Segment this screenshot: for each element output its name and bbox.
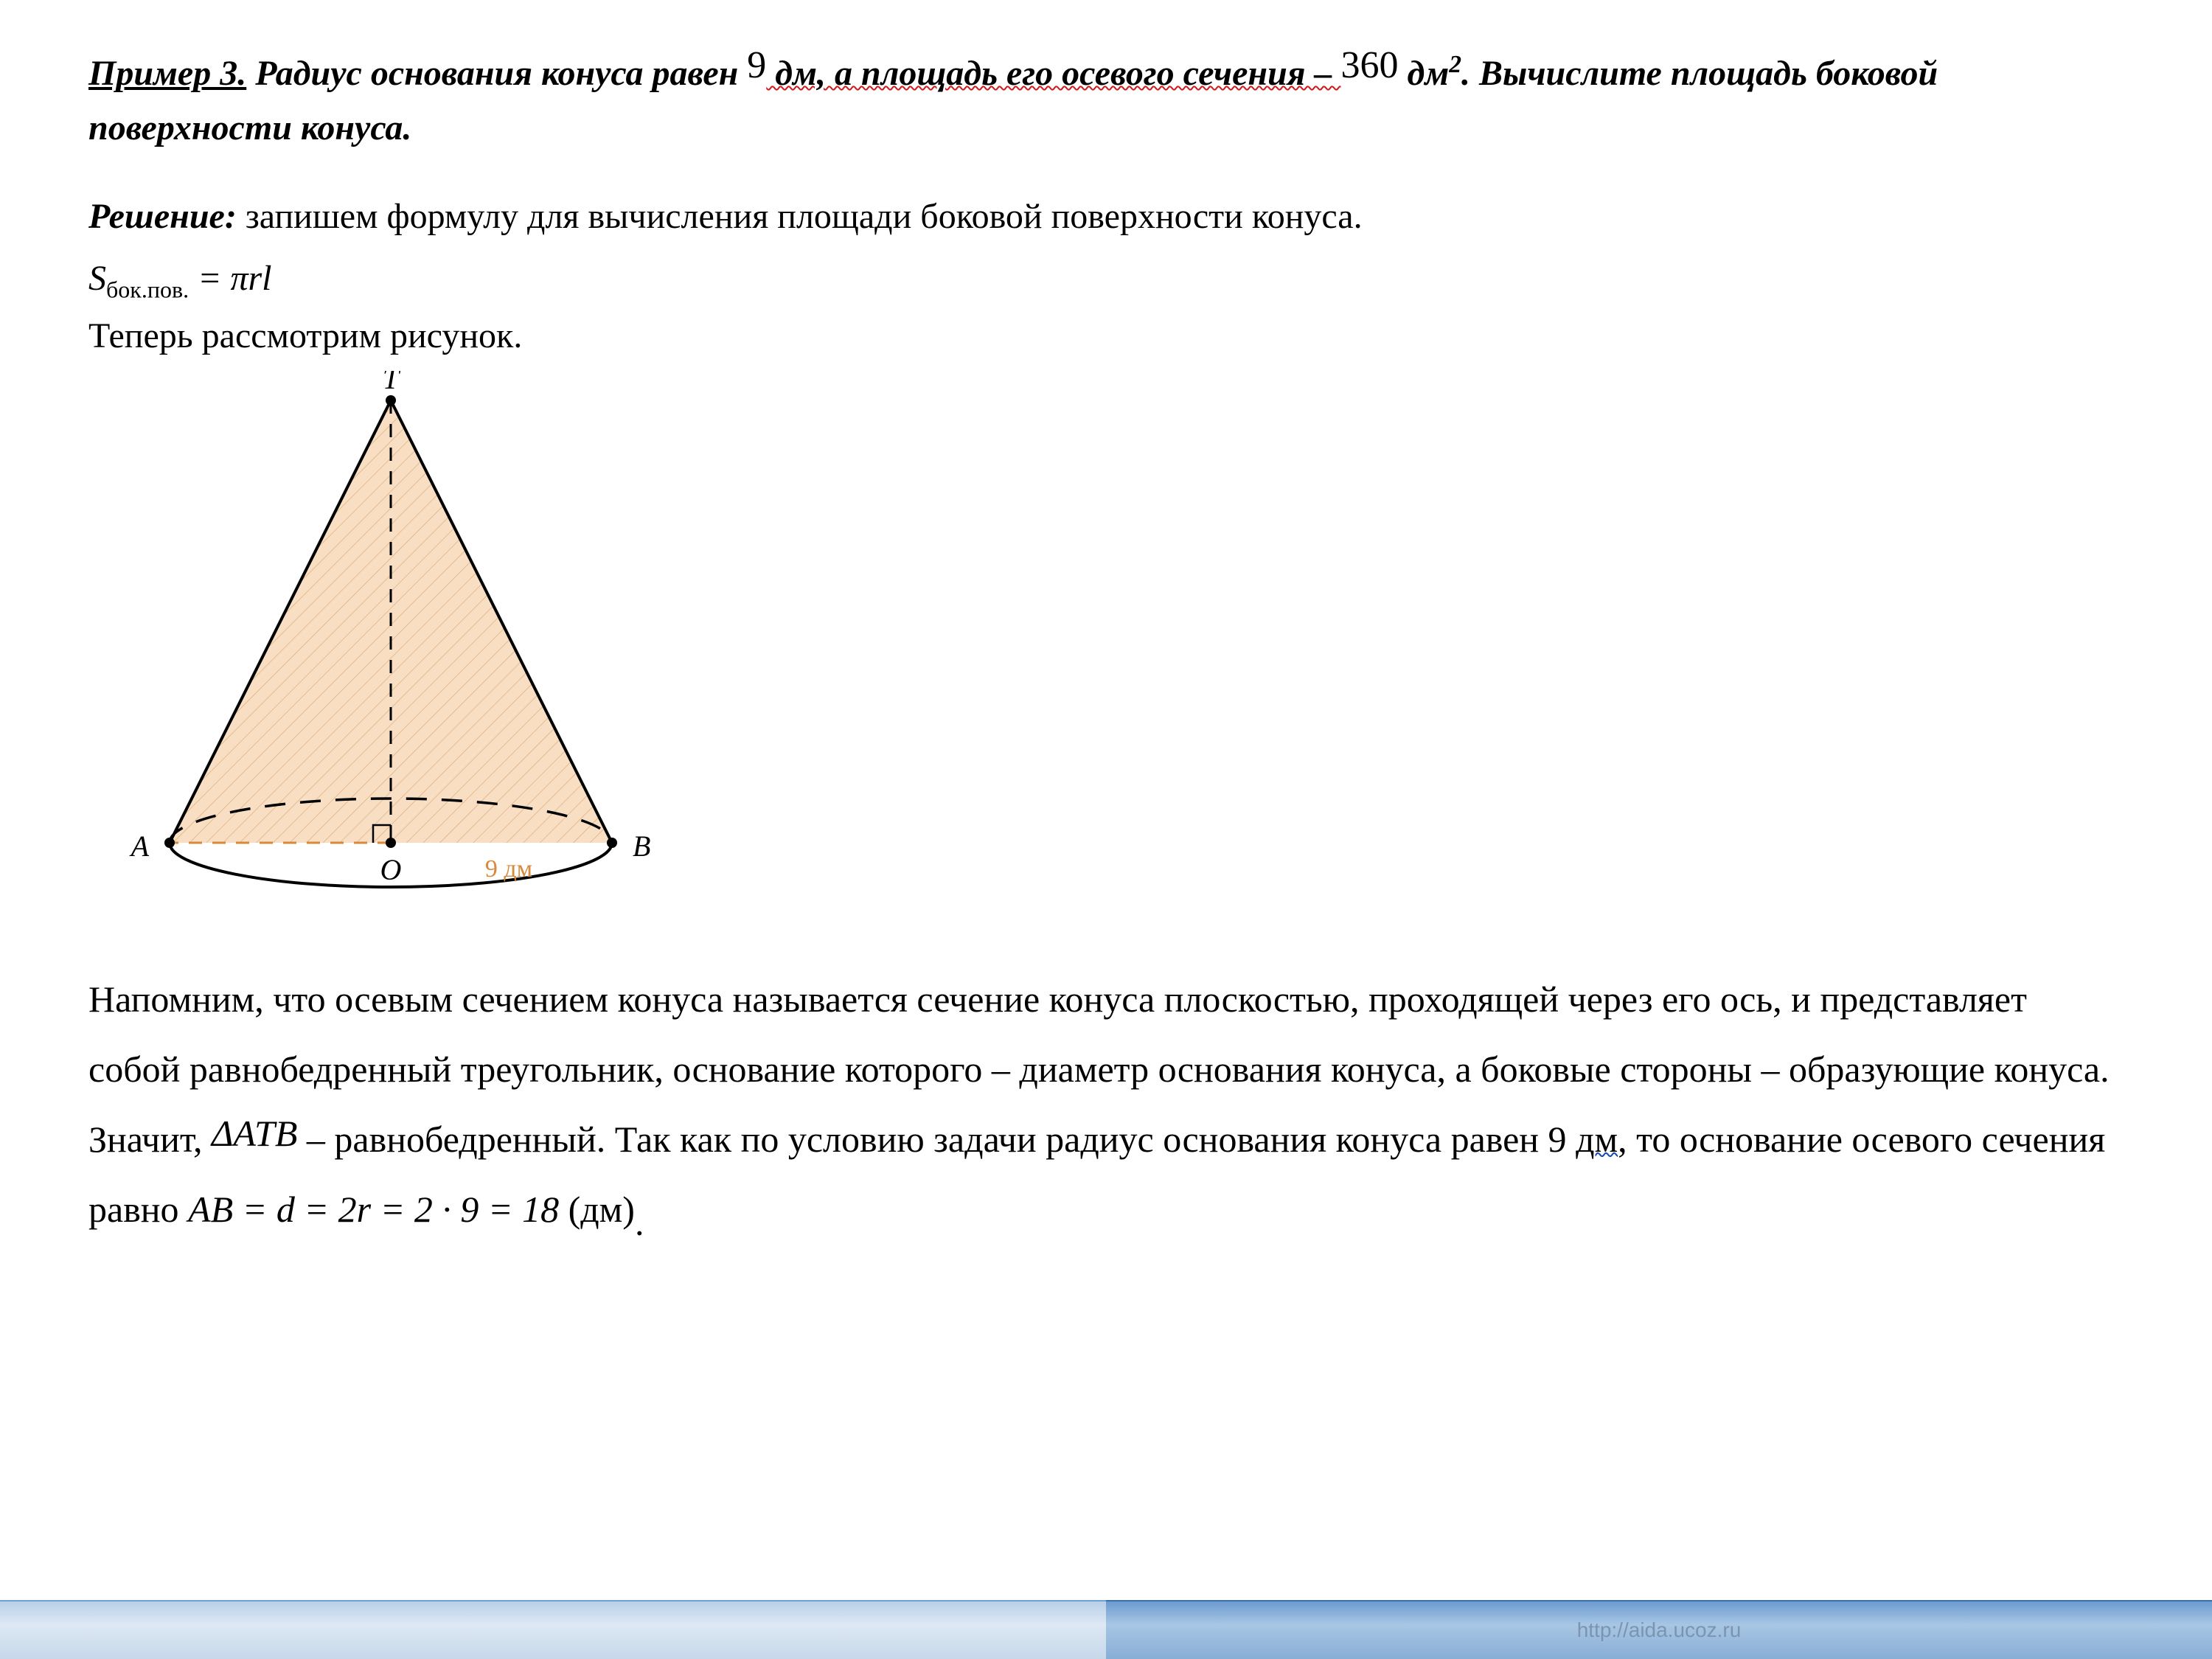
svg-text:T: T bbox=[383, 371, 401, 395]
cone-diagram: T A B O 9 дм bbox=[111, 371, 671, 931]
problem-value-area: 360 bbox=[1341, 44, 1399, 86]
svg-text:A: A bbox=[129, 830, 150, 863]
formula-eq: = πrl bbox=[189, 259, 271, 298]
body-dm: дм bbox=[1576, 1119, 1618, 1160]
body-paragraph: Напомним, что осевым сечением конуса наз… bbox=[88, 964, 2124, 1245]
solution-text: запишем формулу для вычисления площади б… bbox=[237, 197, 1363, 236]
solution-label: Решение: bbox=[88, 197, 237, 236]
cone-figure: T A B O 9 дм bbox=[111, 371, 2124, 935]
footer-left bbox=[0, 1600, 1106, 1659]
footer-right: http://aida.ucoz.ru bbox=[1106, 1600, 2212, 1659]
problem-text-3: дм bbox=[1399, 54, 1450, 93]
solution-line: Решение: запишем формулу для вычисления … bbox=[88, 190, 2124, 243]
problem-statement: Пример 3. Радиус основания конуса равен … bbox=[88, 44, 2124, 155]
footer-url: http://aida.ucoz.ru bbox=[1577, 1618, 1742, 1642]
problem-text-2: дм, а площадь его осевого сечения – bbox=[766, 54, 1340, 93]
now-line: Теперь рассмотрим рисунок. bbox=[88, 316, 2124, 356]
footer-bar: http://aida.ucoz.ru bbox=[0, 1600, 2212, 1659]
problem-unit-sq: 2 bbox=[1449, 51, 1461, 78]
svg-text:O: O bbox=[380, 853, 402, 886]
formula-line: Sбок.пов. = πrl bbox=[88, 258, 2124, 304]
body-equation: AB = d = 2r = 2 · 9 = 18 bbox=[188, 1189, 568, 1230]
formula-sub: бок.пов. bbox=[106, 276, 189, 303]
formula-S: S bbox=[88, 259, 106, 298]
problem-value-radius: 9 bbox=[747, 44, 766, 86]
problem-text-1: Радиус основания конуса равен bbox=[246, 54, 747, 93]
body-dot: . bbox=[635, 1202, 644, 1243]
svg-text:9 дм: 9 дм bbox=[485, 855, 532, 883]
example-title: Пример 3. bbox=[88, 54, 246, 93]
body-eq-unit: (дм) bbox=[568, 1189, 635, 1230]
body-p1b: – равнобедренный. Так как по условию зад… bbox=[297, 1119, 1576, 1160]
svg-text:B: B bbox=[633, 830, 650, 863]
triangle-symbol: ΔATB bbox=[212, 1113, 297, 1154]
